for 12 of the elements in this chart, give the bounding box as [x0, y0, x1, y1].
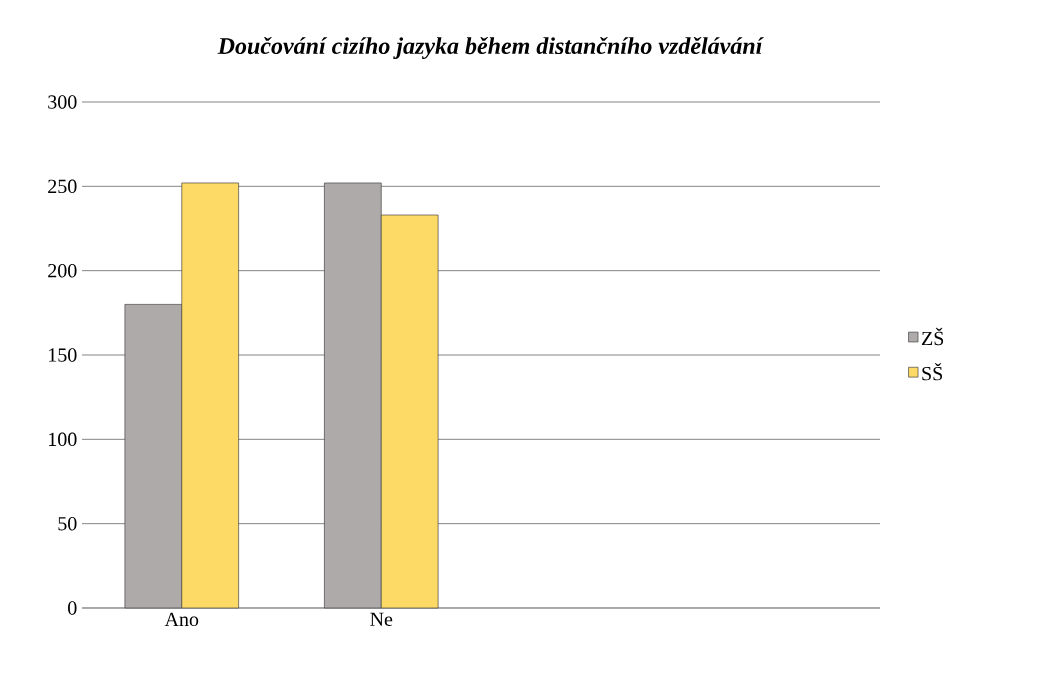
chart-title: Doučování cizího jazyka během distančního vzdělávání — [217, 36, 764, 60]
y-tick-label: 200 — [48, 263, 77, 278]
legend-label: SŠ — [922, 363, 943, 381]
y-tick-label: 150 — [49, 348, 77, 362]
x-tick-label: Ne — [370, 612, 393, 626]
y-tick-label: 0 — [68, 601, 77, 615]
x-tick-label: Ano — [164, 612, 199, 627]
y-tick-label: 300 — [48, 95, 77, 109]
y-tick-label: 50 — [58, 516, 77, 531]
y-tick-label: 100 — [49, 432, 77, 447]
legend-label: ZŠ — [922, 327, 944, 346]
y-tick-label: 250 — [48, 179, 77, 194]
